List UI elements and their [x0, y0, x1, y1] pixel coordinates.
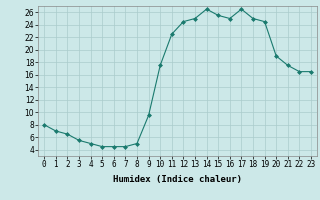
- X-axis label: Humidex (Indice chaleur): Humidex (Indice chaleur): [113, 175, 242, 184]
